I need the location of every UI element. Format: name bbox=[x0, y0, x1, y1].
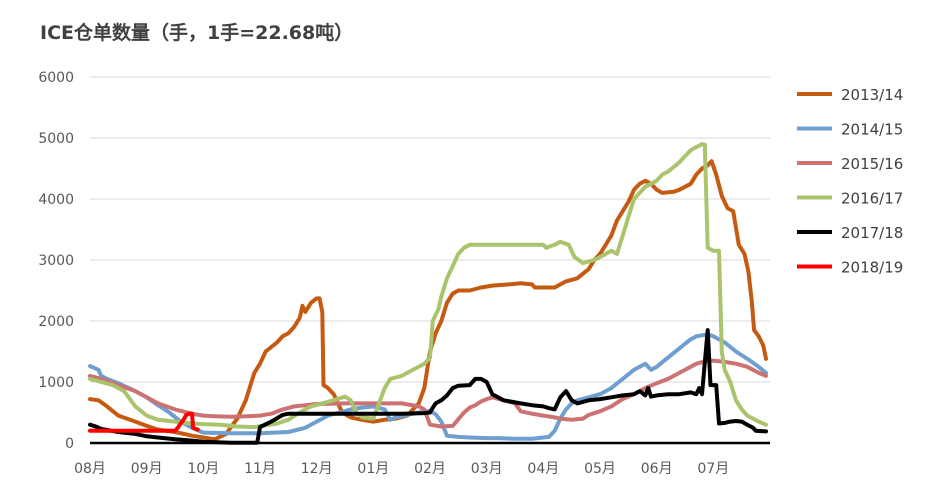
y-tick-label: 1000 bbox=[38, 375, 74, 391]
legend-label: 2016/17 bbox=[841, 190, 903, 208]
legend-label: 2013/14 bbox=[841, 86, 903, 104]
x-tick-label: 05月 bbox=[584, 461, 616, 477]
x-tick-label: 06月 bbox=[641, 461, 673, 477]
legend-item: 2016/17 bbox=[797, 190, 903, 208]
y-axis-ticks: 0 1000 2000 3000 4000 5000 6000 bbox=[38, 70, 74, 452]
legend-item: 2014/15 bbox=[797, 121, 903, 139]
legend-label: 2014/15 bbox=[841, 121, 903, 139]
x-tick-label: 11月 bbox=[244, 461, 276, 477]
chart-title: ICE仓单数量（手，1手=22.68吨） bbox=[40, 22, 354, 44]
x-tick-label: 03月 bbox=[471, 461, 503, 477]
x-tick-label: 01月 bbox=[357, 461, 389, 477]
y-tick-label: 6000 bbox=[38, 70, 74, 86]
legend: 2013/14 2014/15 2015/16 2016/17 2017/18 2018/… bbox=[797, 86, 903, 277]
series-lines bbox=[88, 142, 768, 445]
y-tick-label: 5000 bbox=[38, 131, 74, 147]
legend-item: 2017/18 bbox=[797, 224, 903, 242]
x-tick-label: 09月 bbox=[131, 461, 163, 477]
x-tick-label: 04月 bbox=[527, 461, 559, 477]
x-tick-label: 10月 bbox=[187, 461, 219, 477]
legend-label: 2018/19 bbox=[841, 259, 903, 277]
y-tick-label: 0 bbox=[65, 436, 74, 452]
legend-item: 2015/16 bbox=[797, 155, 903, 173]
x-tick-label: 12月 bbox=[301, 461, 333, 477]
series-line-2015-16 bbox=[88, 358, 768, 429]
series-line-2016-17 bbox=[88, 142, 768, 430]
x-tick-label: 08月 bbox=[74, 461, 106, 477]
series-line-2018-19 bbox=[88, 411, 200, 433]
y-tick-label: 4000 bbox=[38, 192, 74, 208]
series-line-2013-14 bbox=[88, 159, 768, 442]
legend-label: 2015/16 bbox=[841, 155, 903, 173]
legend-label: 2017/18 bbox=[841, 224, 903, 242]
legend-item: 2018/19 bbox=[797, 259, 903, 277]
series-line-2017-18 bbox=[88, 328, 768, 445]
x-tick-label: 07月 bbox=[697, 461, 729, 477]
x-tick-label: 02月 bbox=[414, 461, 446, 477]
x-axis-ticks: 08月 09月 10月 11月 12月 01月 02月 03月 04月 05月 06月 07月 bbox=[74, 461, 729, 477]
legend-item: 2013/14 bbox=[797, 86, 903, 104]
y-tick-label: 3000 bbox=[38, 253, 74, 269]
y-tick-label: 2000 bbox=[38, 314, 74, 330]
